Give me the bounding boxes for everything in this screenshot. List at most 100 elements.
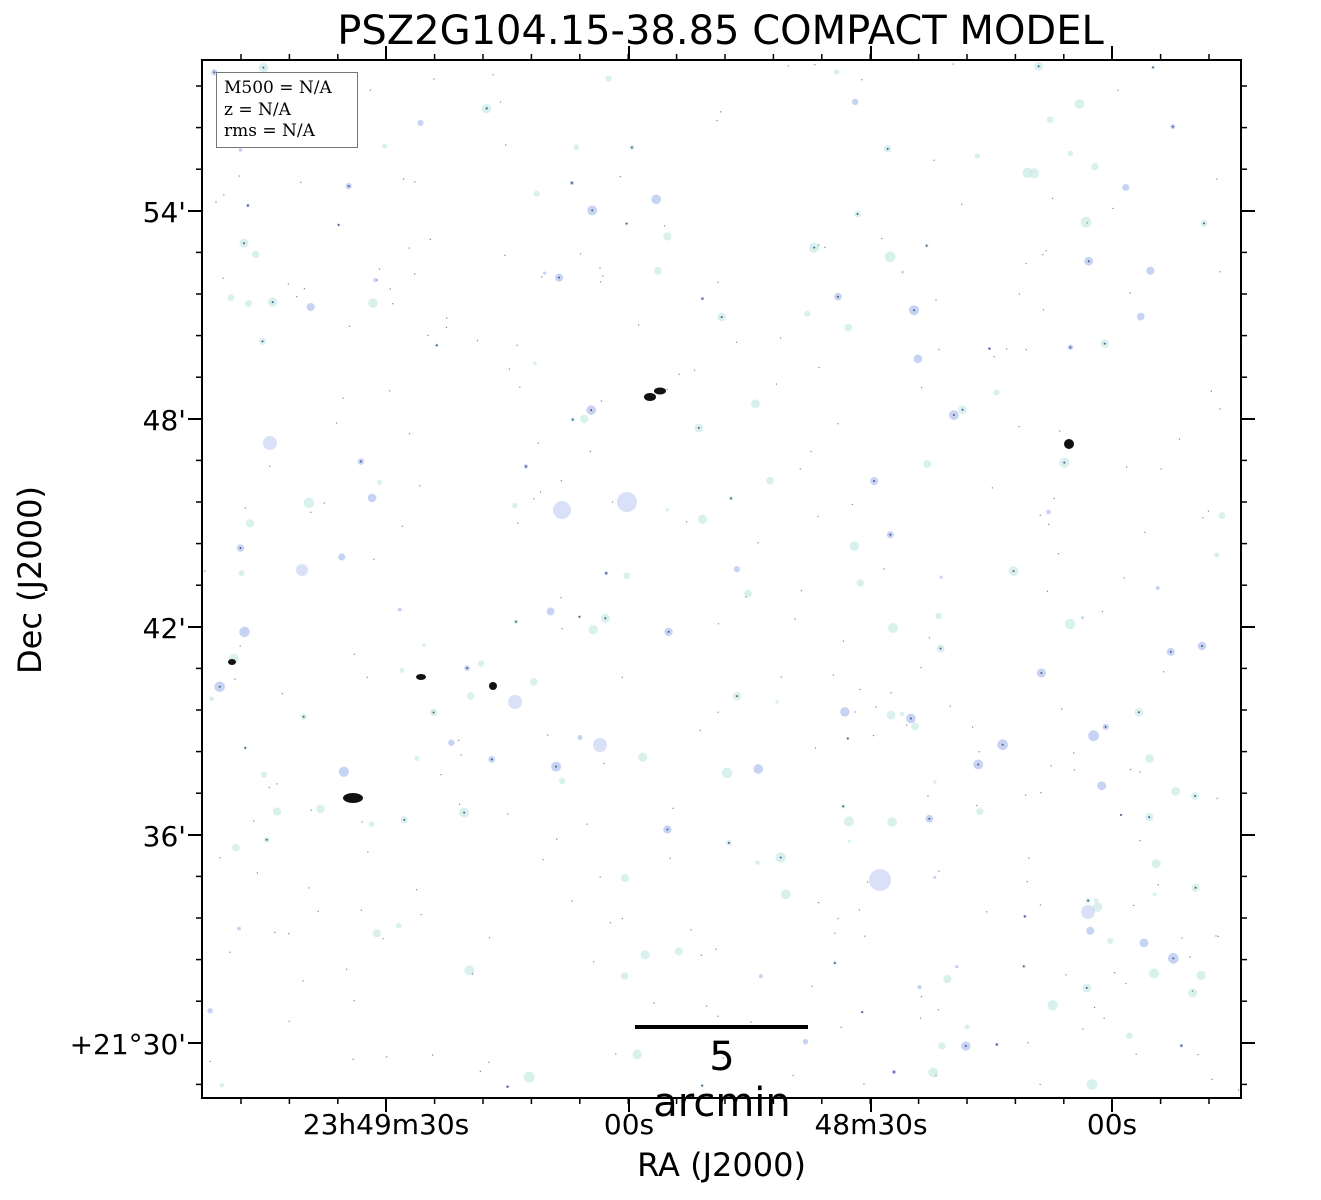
noise-pixel bbox=[621, 676, 623, 678]
noise-pixel bbox=[1129, 292, 1131, 294]
source-core bbox=[964, 1045, 967, 1048]
noise-pixel bbox=[533, 498, 535, 500]
noise-pixel bbox=[690, 929, 692, 931]
noise-pixel bbox=[1210, 390, 1212, 392]
noise-pixel bbox=[619, 175, 621, 178]
noise-pixel bbox=[308, 887, 310, 889]
noise-pixel bbox=[863, 1083, 865, 1085]
noise-pixel bbox=[818, 901, 820, 904]
faint-source bbox=[338, 766, 349, 777]
source-core bbox=[1203, 222, 1206, 225]
noise-pixel bbox=[593, 961, 595, 963]
faint-source bbox=[523, 1071, 535, 1083]
scalebar-label: 5 arcmin bbox=[653, 1034, 791, 1126]
y-tick-label: 54' bbox=[142, 196, 186, 229]
noise-pixel bbox=[369, 89, 372, 91]
noise-pixel bbox=[579, 253, 582, 255]
noise-pixel bbox=[637, 324, 640, 326]
noise-pixel bbox=[342, 397, 344, 399]
noise-pixel bbox=[348, 325, 351, 327]
source-core bbox=[925, 244, 928, 247]
source-core bbox=[873, 480, 876, 483]
noise-pixel bbox=[300, 181, 302, 183]
noise-pixel bbox=[937, 1009, 939, 1011]
noise-pixel bbox=[603, 762, 605, 765]
noise-pixel bbox=[1160, 468, 1162, 470]
faint-source bbox=[605, 75, 612, 82]
faint-source bbox=[244, 300, 252, 308]
noise-pixel bbox=[611, 501, 614, 503]
noise-pixel bbox=[837, 918, 839, 920]
noise-pixel bbox=[353, 1000, 355, 1002]
noise-pixel bbox=[560, 480, 562, 482]
noise-pixel bbox=[736, 341, 738, 343]
source-core bbox=[506, 1085, 509, 1088]
faint-source bbox=[239, 626, 250, 638]
noise-pixel bbox=[1219, 271, 1221, 273]
image-background bbox=[202, 60, 1241, 1098]
faint-source bbox=[651, 194, 662, 205]
source-core bbox=[836, 295, 839, 298]
faint-source bbox=[640, 950, 650, 960]
source-core bbox=[779, 856, 782, 859]
faint-source bbox=[1148, 968, 1160, 979]
faint-source bbox=[847, 839, 852, 843]
noise-pixel bbox=[600, 400, 602, 402]
source-core bbox=[727, 841, 730, 844]
noise-pixel bbox=[360, 909, 362, 911]
source-core bbox=[1104, 725, 1107, 728]
noise-pixel bbox=[516, 344, 518, 346]
noise-pixel bbox=[386, 1056, 388, 1058]
faint-source bbox=[422, 643, 426, 647]
noise-pixel bbox=[927, 795, 929, 797]
noise-pixel bbox=[775, 383, 778, 385]
noise-pixel bbox=[1130, 768, 1132, 771]
noise-pixel bbox=[976, 804, 978, 807]
noise-pixel bbox=[664, 225, 666, 227]
source-core bbox=[246, 204, 249, 207]
noise-pixel bbox=[780, 337, 782, 339]
noise-pixel bbox=[274, 931, 276, 934]
noise-pixel bbox=[238, 175, 240, 177]
noise-pixel bbox=[717, 623, 720, 625]
source-core bbox=[1085, 986, 1088, 989]
diffuse-source bbox=[508, 695, 522, 709]
diffuse-source bbox=[1081, 905, 1095, 919]
faint-source bbox=[207, 1008, 213, 1014]
source-core bbox=[1137, 711, 1140, 714]
source-core bbox=[555, 765, 558, 768]
noise-pixel bbox=[686, 521, 688, 523]
faint-source bbox=[260, 771, 268, 778]
noise-pixel bbox=[935, 1075, 937, 1077]
bright-source bbox=[416, 674, 426, 680]
noise-pixel bbox=[693, 369, 696, 371]
faint-source bbox=[1086, 1079, 1098, 1090]
noise-pixel bbox=[678, 373, 680, 375]
source-core bbox=[1169, 650, 1172, 653]
noise-pixel bbox=[1202, 517, 1204, 519]
source-core bbox=[893, 1071, 896, 1074]
noise-pixel bbox=[928, 637, 930, 639]
noise-pixel bbox=[392, 303, 394, 305]
noise-pixel bbox=[488, 937, 491, 939]
noise-pixel bbox=[445, 326, 448, 329]
source-core bbox=[730, 497, 733, 500]
faint-source bbox=[238, 148, 243, 152]
source-core bbox=[558, 276, 561, 279]
noise-pixel bbox=[717, 1015, 719, 1017]
noise-pixel bbox=[1018, 293, 1020, 295]
faint-source bbox=[750, 399, 761, 409]
noise-pixel bbox=[1053, 498, 1055, 500]
faint-source bbox=[620, 972, 629, 980]
info-rms: rms = N/A bbox=[224, 121, 315, 141]
noise-pixel bbox=[818, 366, 820, 369]
noise-pixel bbox=[296, 296, 298, 298]
noise-pixel bbox=[1216, 797, 1218, 800]
noise-pixel bbox=[1112, 207, 1114, 210]
bright-source bbox=[654, 387, 666, 395]
noise-pixel bbox=[517, 522, 519, 524]
noise-pixel bbox=[787, 65, 789, 67]
faint-source bbox=[1126, 1032, 1133, 1040]
faint-source bbox=[913, 354, 923, 364]
source-core bbox=[243, 242, 246, 245]
